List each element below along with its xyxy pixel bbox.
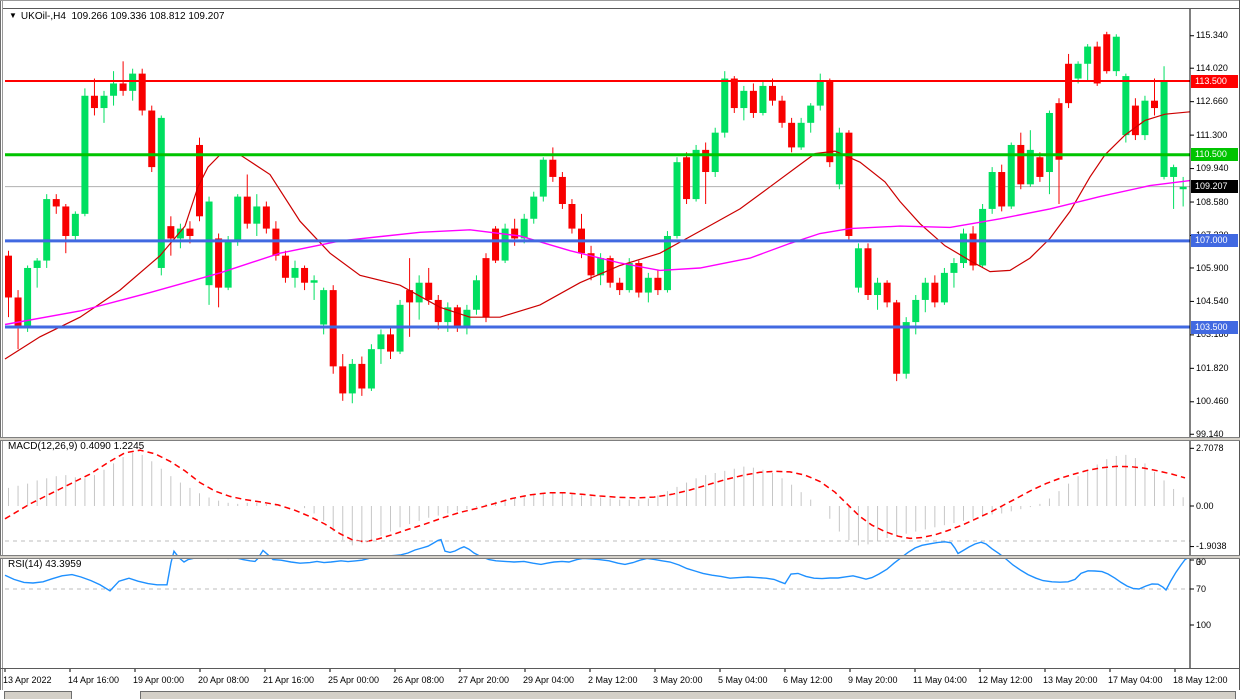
candles-layer bbox=[5, 31, 1187, 404]
time-axis-label: 13 Apr 2022 bbox=[3, 675, 52, 685]
rsi-axis-label: 100 bbox=[1196, 619, 1212, 630]
rsi-axis-label: 0 bbox=[1196, 557, 1202, 567]
price-axis-label: 112.660 bbox=[1196, 96, 1228, 107]
price-badge-109.207[interactable]: 109.207 bbox=[1191, 180, 1238, 194]
ohlc-low: 108.812 bbox=[149, 11, 186, 22]
time-axis-label: 17 May 04:00 bbox=[1108, 675, 1163, 685]
price-axis-label: 115.340 bbox=[1196, 30, 1228, 41]
price-axis-label: 105.900 bbox=[1196, 262, 1229, 273]
time-axis-label: 20 Apr 08:00 bbox=[198, 675, 250, 685]
ohlc-close: 109.207 bbox=[188, 11, 225, 22]
ma-red-line bbox=[4, 111, 1191, 360]
rsi-axis-label: 30 bbox=[1196, 557, 1207, 567]
time-axis-label: 3 May 20:00 bbox=[653, 675, 703, 685]
time-axis-label: 2 May 12:00 bbox=[588, 675, 638, 685]
time-axis-label: 29 Apr 04:00 bbox=[523, 675, 575, 685]
rsi-indicator-label: RSI(14) 43.3959 bbox=[8, 559, 82, 570]
time-axis-label: 18 May 12:00 bbox=[1173, 675, 1228, 685]
macd-axis-label: 0.00 bbox=[1196, 500, 1214, 511]
panel-separator-macd[interactable] bbox=[0, 437, 1240, 441]
time-axis-label: 11 May 04:00 bbox=[913, 675, 967, 685]
macd-values: 0.4090 1.2245 bbox=[80, 441, 145, 452]
symbol-ohlc-readout: ▼ UKOil-,H4 109.266 109.336 108.812 109.2… bbox=[9, 11, 224, 22]
price-axis-label: 99.140 bbox=[1196, 428, 1224, 439]
price-badge-110.500[interactable]: 110.500 bbox=[1191, 148, 1238, 162]
macd-signal-line bbox=[4, 449, 1186, 543]
price-axis-label: 101.820 bbox=[1196, 362, 1229, 373]
macd-axis-label: -1.9038 bbox=[1196, 541, 1227, 552]
price-axis-label: 100.460 bbox=[1196, 396, 1229, 407]
time-axis-label: 12 May 12:00 bbox=[978, 675, 1033, 685]
price-badge-103.500[interactable]: 103.500 bbox=[1191, 320, 1238, 334]
ma-magenta-line bbox=[4, 179, 1191, 326]
rsi-line bbox=[4, 538, 1190, 592]
ohlc-dropdown-icon[interactable]: ▼ bbox=[9, 11, 17, 20]
price-badge-107.000[interactable]: 107.000 bbox=[1191, 234, 1238, 248]
ohlc-open: 109.266 bbox=[71, 11, 108, 22]
window-border-left bbox=[0, 0, 1, 699]
price-axis-label: 104.540 bbox=[1196, 295, 1229, 306]
rsi-axis-label: 70 bbox=[1196, 583, 1207, 594]
time-axis-label: 9 May 20:00 bbox=[848, 675, 898, 685]
time-axis-label: 14 Apr 16:00 bbox=[68, 675, 120, 685]
price-axis-label: 111.300 bbox=[1196, 129, 1228, 140]
time-axis-label: 13 May 20:00 bbox=[1043, 675, 1098, 685]
rsi-value: 43.3959 bbox=[45, 559, 82, 570]
price-axis-label: 109.940 bbox=[1196, 163, 1229, 174]
chart-tab-0[interactable] bbox=[4, 691, 72, 699]
chart-tab-1[interactable] bbox=[140, 691, 1236, 699]
symbol-period-label: UKOil-,H4 bbox=[20, 11, 66, 22]
time-axis-label: 26 Apr 08:00 bbox=[393, 675, 445, 685]
price-axis-label: 108.580 bbox=[1196, 196, 1229, 207]
macd-indicator-label: MACD(12,26,9) 0.4090 1.2245 bbox=[8, 441, 145, 452]
time-axis-label: 21 Apr 16:00 bbox=[263, 675, 315, 685]
ohlc-high: 109.336 bbox=[110, 11, 147, 22]
time-axis-label: 27 Apr 20:00 bbox=[458, 675, 510, 685]
chart-frame-top bbox=[3, 8, 1240, 9]
price-badge-113.500[interactable]: 113.500 bbox=[1191, 74, 1238, 88]
price-axis-label: 114.020 bbox=[1196, 62, 1228, 73]
bottom-tab-strip bbox=[0, 690, 1240, 699]
time-axis-label: 25 Apr 00:00 bbox=[328, 675, 380, 685]
macd-axis-label: 2.7078 bbox=[1196, 442, 1224, 453]
time-axis-label: 6 May 12:00 bbox=[783, 675, 833, 685]
window-border-left-inner bbox=[2, 0, 3, 690]
price-axis-label: 103.180 bbox=[1196, 329, 1229, 340]
macd-histogram bbox=[8, 452, 1184, 546]
panel-separator-rsi[interactable] bbox=[0, 555, 1240, 559]
time-axis-separator bbox=[0, 668, 1240, 669]
time-axis-label: 19 Apr 00:00 bbox=[133, 675, 185, 685]
time-axis-label: 5 May 04:00 bbox=[718, 675, 768, 685]
window-border-top bbox=[0, 0, 1240, 1]
